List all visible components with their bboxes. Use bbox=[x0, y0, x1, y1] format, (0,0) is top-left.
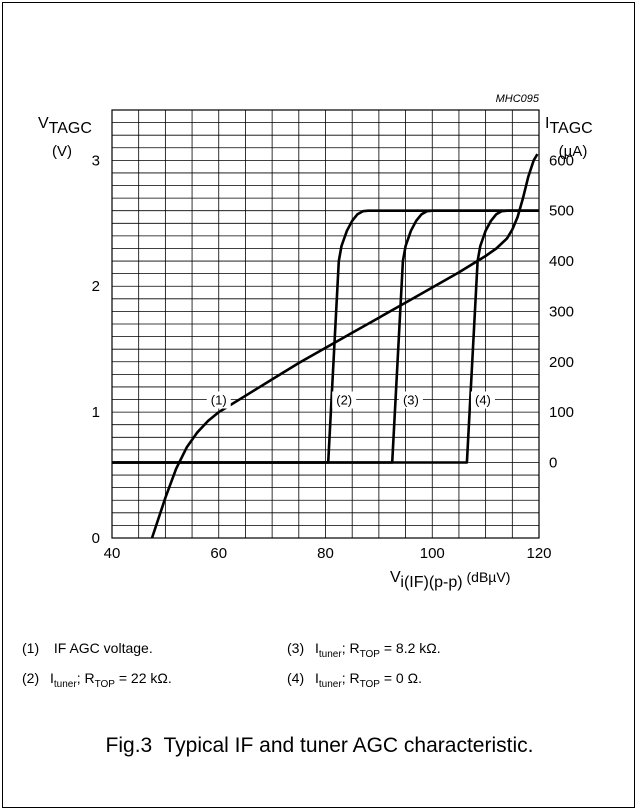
x-tick-label: 60 bbox=[210, 545, 227, 562]
curve-label-2: (2) bbox=[336, 393, 352, 408]
y-right-tick-label: 500 bbox=[549, 203, 574, 220]
series-line-3 bbox=[112, 209, 539, 464]
curve-label-bg bbox=[332, 391, 357, 409]
legend-sub2-3: TOP bbox=[359, 648, 380, 660]
legend-tail-2: = 22 kΩ. bbox=[114, 670, 172, 686]
figure-id-label: MHC095 bbox=[496, 93, 540, 105]
legend-num-1: (1) bbox=[22, 640, 40, 656]
y-left-tick-label: 2 bbox=[92, 278, 100, 295]
y-left-tick-label: 1 bbox=[92, 404, 100, 421]
x-tick-label: 40 bbox=[104, 545, 121, 562]
legend-item-1: (1) IF AGC voltage. bbox=[22, 640, 153, 656]
series-line-2 bbox=[112, 209, 539, 464]
y-left-tick-label: 3 bbox=[92, 152, 100, 169]
x-axis-label: Vi(IF)(p-p) (dBµV) bbox=[390, 569, 510, 591]
y-right-tick-label: 100 bbox=[549, 404, 574, 421]
curve-label-3: (3) bbox=[403, 393, 419, 408]
y-right-tick-label: 300 bbox=[549, 303, 574, 320]
y-right-tick-label: 200 bbox=[549, 354, 574, 371]
legend-sub-3: tuner bbox=[318, 648, 342, 660]
legend-mid-3: ; R bbox=[341, 640, 360, 656]
legend-sub-2: tuner bbox=[53, 678, 77, 690]
y-right-axis-label: ITAGC bbox=[545, 115, 593, 137]
y-left-axis-label: VTAGC bbox=[38, 115, 92, 137]
legend-sub2-4: TOP bbox=[359, 678, 380, 690]
y-left-tick-label: 0 bbox=[92, 530, 100, 547]
curve-label-bg bbox=[398, 391, 423, 409]
legend-main-3: I bbox=[315, 640, 319, 656]
series-line-4 bbox=[112, 209, 539, 464]
curve-label-bg bbox=[470, 391, 495, 409]
plot-border bbox=[111, 109, 540, 539]
x-tick-label: 120 bbox=[526, 545, 551, 562]
legend-main-4: I bbox=[315, 670, 319, 686]
curve-label-1: (1) bbox=[211, 393, 227, 408]
legend-tail-3: = 8.2 kΩ. bbox=[379, 640, 441, 656]
y-right-tick-label: 0 bbox=[549, 454, 557, 471]
legend-num-3: (3) bbox=[287, 640, 305, 656]
y-right-tick-label: 600 bbox=[549, 152, 574, 169]
series-line-1 bbox=[150, 153, 539, 539]
y-left-axis-unit: (V) bbox=[52, 143, 72, 160]
y-right-tick-label: 400 bbox=[549, 253, 574, 270]
curve-label-bg bbox=[206, 391, 231, 409]
x-tick-label: 80 bbox=[317, 545, 334, 562]
x-tick-label: 100 bbox=[420, 545, 445, 562]
legend-item-3: (3) Ituner; RTOP = 8.2 kΩ. bbox=[287, 640, 441, 660]
legend-item-4: (4) Ituner; RTOP = 0 Ω. bbox=[287, 670, 422, 690]
legend-text-1: IF AGC voltage. bbox=[53, 640, 153, 656]
legend-num-2: (2) bbox=[22, 670, 40, 686]
y-right-axis-unit: (µA) bbox=[559, 143, 588, 160]
legend-sub-4: tuner bbox=[318, 678, 342, 690]
figure-caption: Fig.3 Typical IF and tuner AGC character… bbox=[105, 734, 534, 757]
legend-item-2: (2) Ituner; RTOP = 22 kΩ. bbox=[22, 670, 172, 690]
legend-num-4: (4) bbox=[287, 670, 305, 686]
legend-mid-2: ; R bbox=[76, 670, 95, 686]
curve-label-4: (4) bbox=[475, 393, 491, 408]
legend-sub2-2: TOP bbox=[94, 678, 115, 690]
legend-tail-4: = 0 Ω. bbox=[379, 670, 422, 686]
legend-main-2: I bbox=[50, 670, 54, 686]
legend-mid-4: ; R bbox=[341, 670, 360, 686]
